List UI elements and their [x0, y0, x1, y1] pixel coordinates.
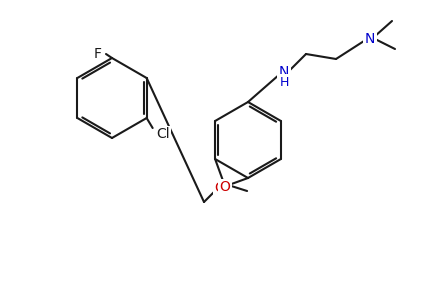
- Text: N: N: [365, 32, 375, 46]
- Text: F: F: [94, 47, 102, 61]
- Text: Cl: Cl: [156, 127, 169, 141]
- Text: N: N: [279, 65, 289, 79]
- Text: H: H: [279, 75, 289, 88]
- Text: O: O: [215, 181, 226, 195]
- Text: O: O: [220, 180, 230, 194]
